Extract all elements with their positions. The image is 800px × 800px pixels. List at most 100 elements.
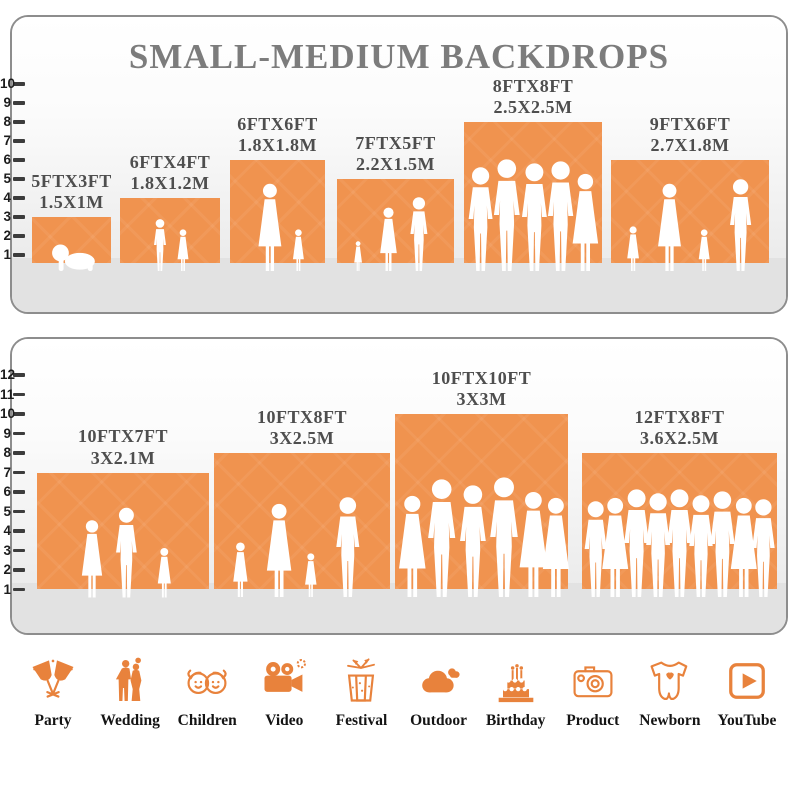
panel-floor [12, 258, 786, 312]
backdrop-bar-8ftx8ft: 8FTX8FT 2.5X2.5M [464, 76, 602, 271]
backdrop-bar-9ftx6ft: 9FTX6FT 2.7X1.8M [611, 114, 769, 271]
category-label: Festival [335, 712, 388, 729]
people-silhouette-woman-man-and-girl [81, 507, 171, 597]
category-outdoor: Outdoor [406, 655, 472, 730]
y-tick-mark [13, 215, 25, 219]
y-tick-label: 10 [0, 76, 16, 91]
bar-size-feet: 6FTX6FT [237, 113, 318, 134]
bar-size-feet: 10FTX8FT [256, 406, 347, 427]
y-tick-label: 4 [3, 190, 11, 205]
bar-size-label: 10FTX8FT 3X2.5M [207, 407, 397, 450]
people-silhouette-crawling-baby [52, 244, 95, 271]
y-tick-mark [13, 234, 25, 238]
y-tick-mark [13, 548, 25, 553]
category-label: Wedding [100, 712, 160, 729]
category-label: Product [566, 712, 620, 729]
category-label: Birthday [485, 712, 546, 729]
category-video: Video [251, 655, 317, 730]
people-silhouette-group-of-nine-adults [584, 489, 775, 597]
people-silhouette-girl-woman-child-man [233, 497, 360, 597]
y-tick-label: 4 [3, 523, 11, 538]
bar-size-feet: 6FTX4FT [129, 151, 211, 172]
bar-size-feet: 7FTX5FT [355, 132, 436, 153]
y-tick-mark [13, 101, 25, 105]
category-row: Party Wedding Children Video Festival Outdoor… [10, 655, 790, 730]
category-festival: Festival [328, 655, 394, 730]
party-icon [32, 659, 74, 698]
bar-size-meters: 3X2.1M [90, 447, 156, 468]
bar-size-feet: 10FTX10FT [431, 367, 532, 388]
y-tick-label: 2 [3, 562, 11, 577]
outdoor-icon [421, 668, 460, 693]
y-tick-label: 11 [0, 386, 15, 402]
bar-size-label: 10FTX10FT 3X3M [387, 368, 577, 411]
bar-size-label: 8FTX8FT 2.5X2.5M [438, 76, 628, 119]
bar-size-feet: 8FTX8FT [492, 75, 574, 96]
wedding-icon [116, 657, 142, 702]
people-silhouette-group-of-five-adults [468, 159, 599, 271]
bar-size-feet: 5FTX3FT [31, 170, 112, 191]
festival-icon [347, 658, 376, 702]
backdrop-bar-12ftx8ft: 12FTX8FT 3.6X2.5M [582, 407, 777, 597]
y-tick-mark [13, 177, 25, 181]
backdrop-bar-10ftx8ft: 10FTX8FT 3X2.5M [214, 407, 390, 597]
bar-size-feet: 10FTX7FT [77, 426, 168, 447]
category-newborn: Newborn [637, 655, 703, 730]
y-tick-mark [13, 451, 25, 455]
y-tick-mark [13, 253, 25, 257]
bar-size-meters: 1.5X1M [39, 192, 104, 213]
bar-size-meters: 3X2.5M [269, 428, 335, 449]
y-tick-mark [13, 82, 25, 86]
people-silhouette-girl-woman-man [354, 197, 428, 271]
bar-size-label: 9FTX6FT 2.7X1.8M [595, 114, 785, 157]
y-tick-mark [13, 431, 25, 436]
bar-size-label: 5FTX3FT 1.5X1M [0, 171, 167, 214]
bar-size-label: 6FTX4FT 1.8X1.2M [75, 152, 265, 195]
y-tick-label: 6 [3, 152, 11, 167]
bar-size-meters: 1.8X1.8M [238, 135, 317, 156]
y-tick-mark [13, 412, 25, 416]
y-tick-mark [13, 196, 25, 200]
y-tick-label: 3 [3, 542, 11, 558]
y-tick-label: 8 [3, 445, 11, 460]
panel-large-backdrops: 1 2 3 4 5 6 7 8 9 10 11 12 10FTX7FT 3X2.1M 10FTX8FT 3X2… [0, 337, 788, 635]
y-tick-label: 9 [3, 95, 11, 110]
category-label: YouTube [717, 712, 777, 729]
y-tick-label: 7 [3, 464, 11, 480]
y-tick-label: 10 [0, 406, 16, 421]
y-tick-label: 2 [3, 228, 11, 243]
y-tick-mark [13, 139, 25, 143]
y-tick-label: 1 [3, 581, 11, 597]
category-label: Video [265, 712, 304, 729]
y-tick-label: 3 [3, 209, 11, 224]
y-tick-mark [13, 158, 25, 162]
y-tick-mark [13, 490, 25, 494]
category-label: Newborn [639, 712, 701, 729]
bar-size-label: 10FTX7FT 3X2.1M [28, 426, 218, 469]
y-tick-label: 1 [3, 247, 11, 262]
y-tick-label: 7 [3, 133, 11, 148]
newborn-icon [650, 661, 688, 700]
people-silhouette-group-of-six-adults [399, 477, 569, 597]
y-tick-mark [13, 392, 25, 397]
children-icon [187, 669, 227, 694]
bar-size-meters: 2.5X2.5M [493, 97, 573, 118]
y-tick-label: 8 [3, 114, 11, 129]
people-silhouette-mother-holding-baby-and-girl [258, 183, 304, 271]
product-icon [573, 666, 613, 698]
bar-size-meters: 1.8X1.2M [130, 173, 210, 194]
backdrop-bar-7ftx5ft: 7FTX5FT 2.2X1.5M [337, 133, 454, 271]
category-children: Children [174, 655, 240, 730]
y-tick-mark [13, 373, 25, 377]
y-tick-label: 5 [3, 503, 11, 519]
youtube-icon [729, 663, 765, 699]
category-wedding: Wedding [97, 655, 163, 730]
bar-size-feet: 9FTX6FT [649, 113, 731, 134]
bar-size-meters: 3X3M [456, 389, 507, 410]
page-title: SMALL-MEDIUM BACKDROPS [128, 37, 670, 76]
bar-size-feet: 12FTX8FT [634, 406, 725, 427]
y-tick-mark [13, 568, 25, 572]
y-tick-mark [13, 470, 25, 475]
category-product: Product [560, 655, 626, 730]
backdrop-bar-5ftx3ft: 5FTX3FT 1.5X1M [31, 171, 111, 271]
